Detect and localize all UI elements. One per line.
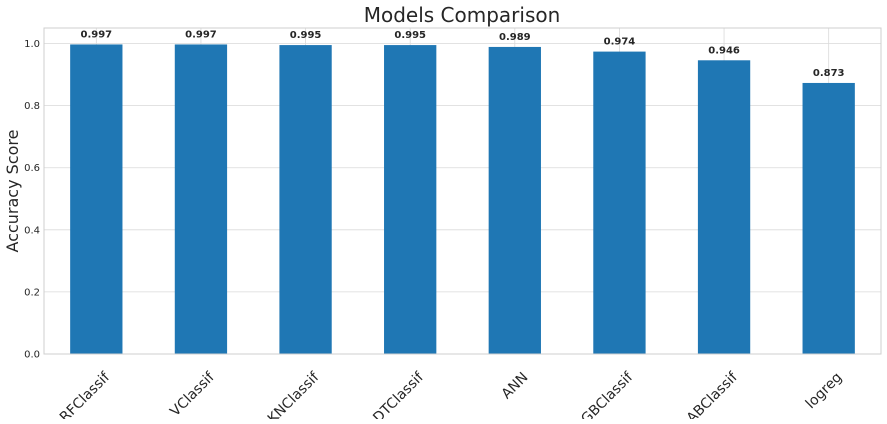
data-label: 0.974: [604, 37, 636, 48]
y-axis-ticks: 0.0 0.2 0.4 0.6 0.8 1.0: [24, 39, 40, 360]
chart-title: Models Comparison: [364, 3, 561, 27]
y-axis-label: Accuracy Score: [3, 130, 22, 253]
x-tick-label: VClassif: [167, 369, 218, 419]
y-tick-label: 0.6: [24, 163, 40, 174]
data-label: 0.989: [499, 32, 531, 43]
bar-KNClassif: [279, 45, 332, 354]
data-label: 0.873: [813, 68, 845, 79]
bar-ABClassif: [697, 60, 751, 355]
x-tick-label: ANN: [499, 369, 532, 402]
data-label: 0.946: [708, 45, 740, 56]
x-tick-label: DTClassif: [370, 369, 427, 419]
y-tick-label: 0.8: [24, 101, 40, 112]
grid-lines: [44, 28, 881, 355]
x-tick-label: GBClassif: [578, 369, 637, 419]
x-tick-label: ABClassif: [684, 369, 742, 419]
bar-DTClassif: [384, 45, 437, 354]
plot-frame: [43, 27, 882, 355]
bar-ANN: [488, 46, 541, 354]
y-tick-label: 1.0: [24, 39, 40, 50]
data-label: 0.995: [394, 30, 426, 41]
bar-logreg: [802, 82, 855, 354]
x-tick-label: KNClassif: [265, 369, 323, 419]
data-label: 0.997: [80, 29, 112, 40]
y-tick-label: 0.2: [24, 287, 40, 298]
bars: [70, 44, 855, 355]
bar-GBClassif: [593, 51, 646, 354]
y-tick-label: 0.4: [24, 225, 40, 236]
x-tick-label: logreg: [803, 369, 846, 412]
data-label: 0.997: [185, 29, 217, 40]
data-label: 0.995: [290, 30, 322, 41]
x-tick-label: RFClassif: [57, 369, 114, 419]
y-tick-label: 0.0: [24, 350, 40, 361]
bar-VClassif: [174, 44, 228, 355]
data-labels: 0.997 0.997 0.995 0.995 0.989 0.974 0.946 0.873: [80, 29, 844, 78]
x-axis-ticks: RFClassif VClassif KNClassif DTClassif ANN GB…: [57, 369, 846, 424]
bar-RFClassif: [70, 44, 123, 355]
